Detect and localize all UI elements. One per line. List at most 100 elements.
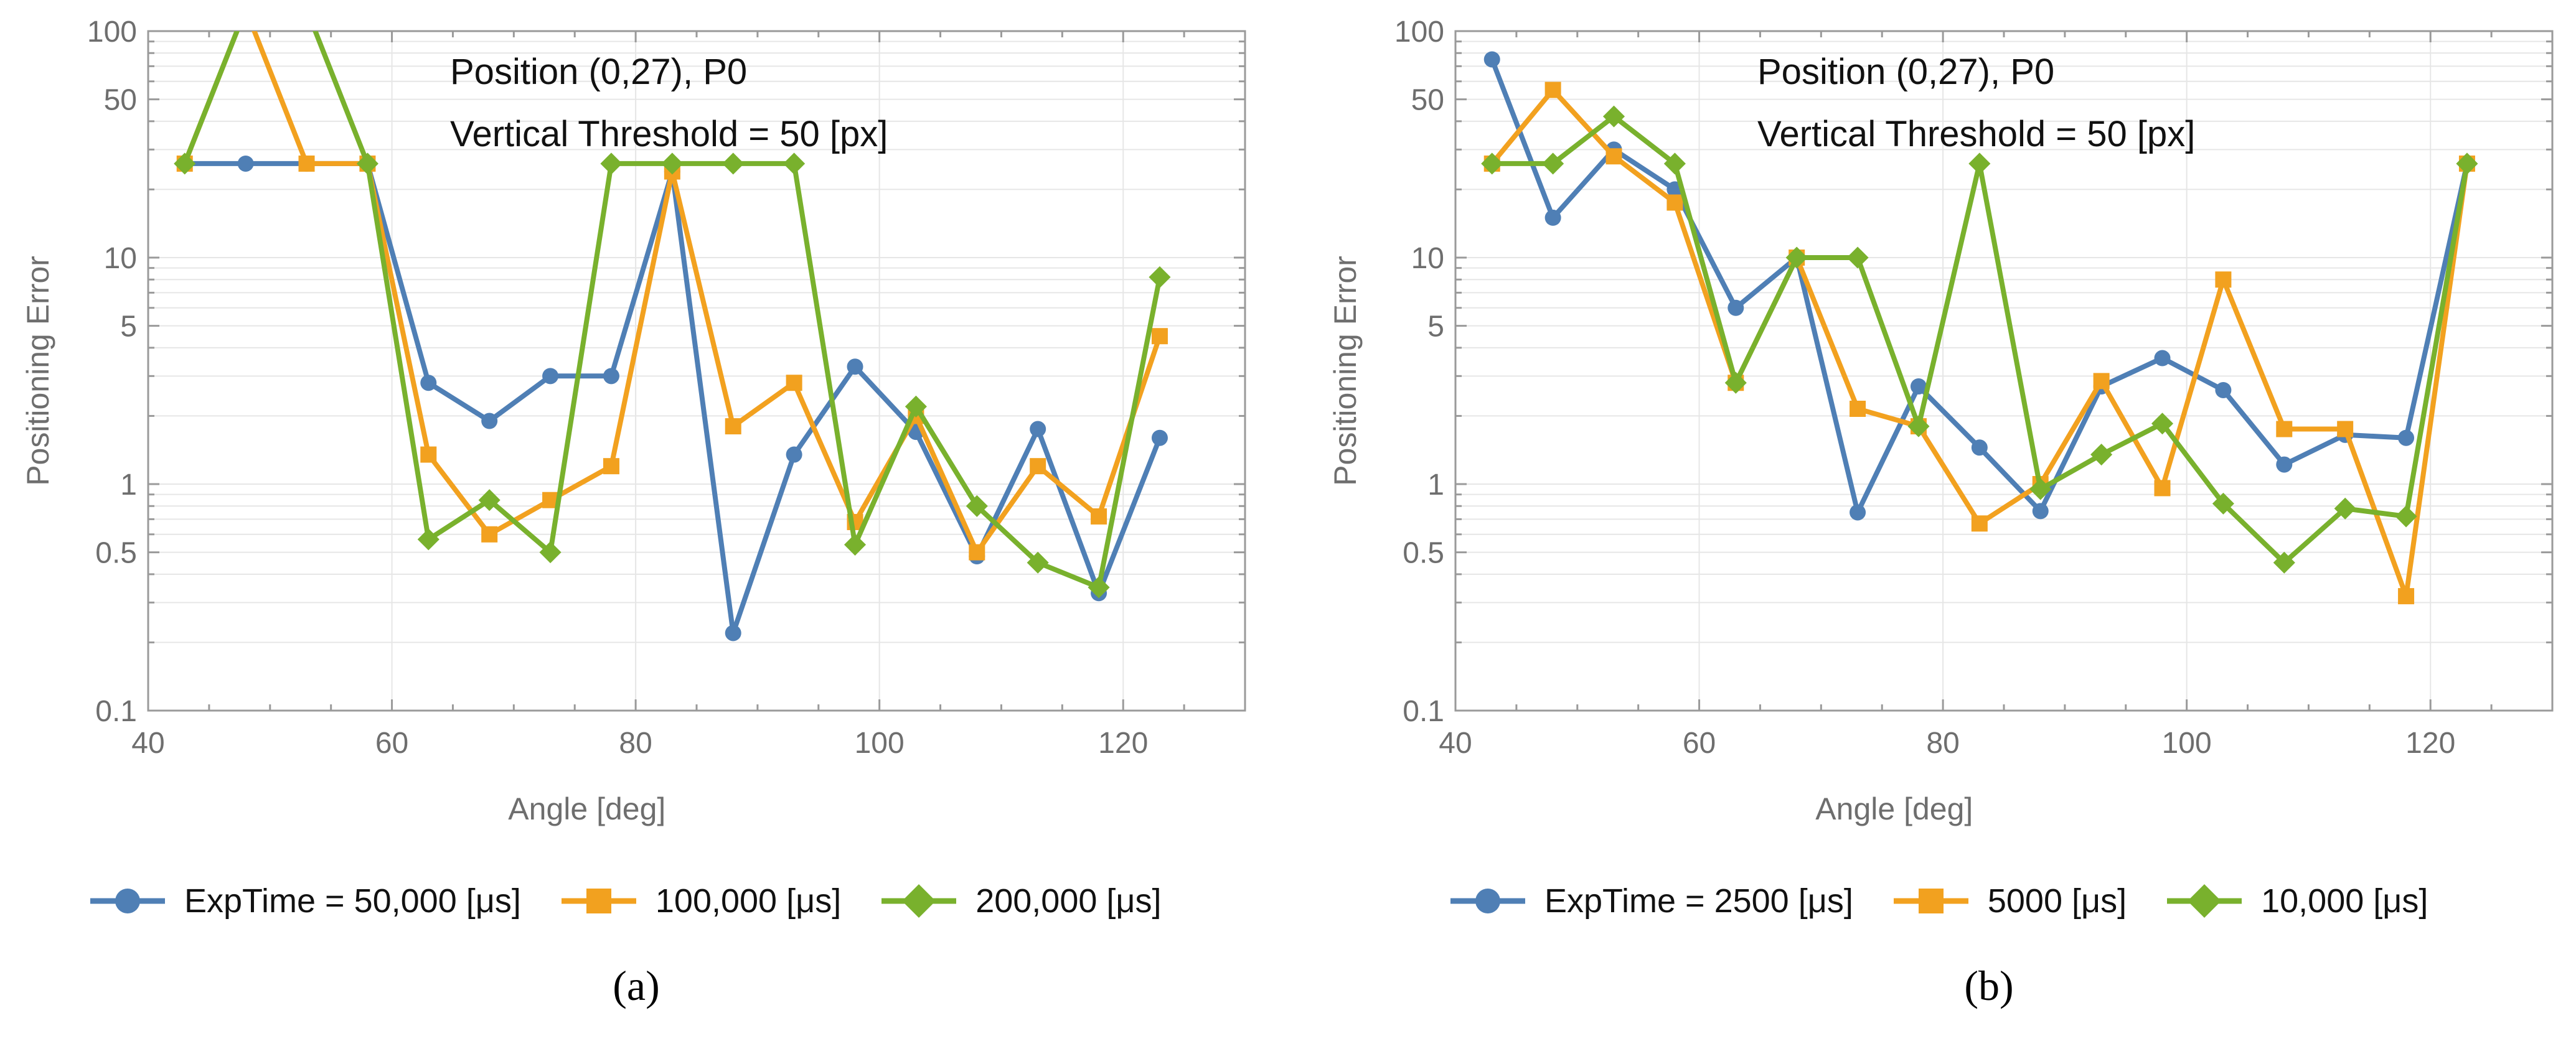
data-point — [2093, 373, 2110, 390]
legend-swatch — [561, 889, 636, 913]
legend-swatch — [1893, 889, 1968, 913]
annotation-text: Position (0,27), P0 — [450, 52, 747, 92]
y-tick-label: 50 — [1411, 84, 1444, 117]
data-point — [1151, 429, 1168, 446]
data-point — [2273, 551, 2295, 574]
panel-caption-b: (b) — [1964, 962, 2014, 1009]
data-point — [725, 625, 741, 642]
annotation-text: Vertical Threshold = 50 [px] — [450, 114, 888, 154]
grid-a — [148, 31, 1245, 711]
data-point — [417, 528, 440, 551]
data-point — [1850, 400, 1866, 417]
x-tick-label: 80 — [1926, 727, 1959, 760]
legend-marker — [2188, 884, 2222, 918]
legend-swatch — [1450, 889, 1525, 913]
annotation-text: Vertical Threshold = 50 [px] — [1757, 114, 2195, 154]
data-point — [542, 368, 559, 385]
data-point — [1968, 152, 1991, 175]
data-point — [2212, 492, 2234, 515]
data-point — [1091, 508, 1107, 525]
x-tick-label: 80 — [619, 727, 652, 760]
panel-caption-a: (a) — [613, 962, 660, 1009]
series-line — [182, 161, 1162, 636]
data-point — [1030, 421, 1046, 437]
data-point — [235, 0, 256, 20]
legend-item: ExpTime = 2500 [μs] — [1447, 882, 1853, 920]
y-tick-label: 10 — [104, 242, 137, 275]
legend-label: ExpTime = 2500 [μs] — [1544, 882, 1853, 920]
data-point — [1846, 246, 1869, 269]
data-point — [1542, 152, 1564, 175]
data-point — [420, 446, 437, 463]
data-point — [1728, 299, 1744, 316]
legend-label: ExpTime = 50,000 [μs] — [184, 882, 521, 920]
y-tick-label: 0.5 — [95, 537, 137, 570]
data-point — [478, 489, 501, 511]
y-tick-label: 5 — [120, 310, 137, 343]
x-tick-label: 60 — [375, 727, 408, 760]
data-point — [2154, 480, 2171, 497]
legend-swatch — [881, 884, 957, 918]
plot-area-a — [174, 0, 1171, 642]
y-tick-label: 100 — [1394, 16, 1444, 49]
data-point — [1907, 415, 1930, 437]
data-point — [1910, 378, 1927, 394]
chart-panel-a: 40 60 80 100 120 0.1 0.5 1 5 10 50 100 Angle [deg] Po… — [21, 0, 1246, 826]
data-point — [2154, 350, 2171, 366]
data-point — [2276, 456, 2293, 473]
y-tick-label: 100 — [87, 16, 137, 49]
legend-item: ExpTime = 50,000 [μs] — [87, 882, 521, 920]
data-point — [1544, 82, 1561, 98]
data-point — [969, 544, 985, 561]
data-point — [1544, 209, 1561, 226]
legend-marker — [1475, 889, 1500, 913]
data-point — [847, 358, 863, 375]
x-tick-label: 100 — [855, 727, 905, 760]
data-point — [603, 368, 619, 385]
data-point — [2029, 478, 2052, 500]
data-point — [298, 155, 315, 172]
data-point — [2334, 497, 2356, 520]
data-point — [1602, 105, 1625, 128]
data-point — [2456, 152, 2478, 175]
data-point — [661, 152, 684, 175]
x-tick-label: 120 — [1098, 727, 1148, 760]
data-point — [1149, 266, 1171, 288]
data-point — [786, 446, 802, 463]
data-point — [1483, 51, 1500, 68]
data-point — [1724, 371, 1747, 394]
data-point — [174, 152, 196, 175]
data-point — [1151, 328, 1168, 345]
x-axis-title: Angle [deg] — [508, 791, 665, 826]
data-point — [966, 495, 988, 517]
data-point — [356, 152, 378, 175]
data-point — [600, 152, 623, 175]
data-point — [722, 152, 745, 175]
data-point — [2032, 503, 2049, 520]
y-tick-label: 1 — [120, 469, 137, 502]
data-point — [481, 526, 498, 543]
data-point — [2090, 444, 2113, 466]
x-tick-label: 60 — [1683, 727, 1716, 760]
y-tick-label: 10 — [1411, 242, 1444, 275]
data-point — [2151, 413, 2174, 435]
x-tick-label: 100 — [2162, 727, 2212, 760]
data-point — [1971, 439, 1988, 456]
grid-b — [1455, 31, 2552, 711]
y-tick-label: 1 — [1427, 469, 1444, 502]
data-point — [1850, 504, 1866, 521]
x-tick-label: 40 — [131, 727, 164, 760]
legend-a: ExpTime = 50,000 [μs] 100,000 [μs] 200,000… — [87, 876, 1199, 926]
legend-item: 200,000 [μs] — [878, 882, 1162, 920]
data-point — [1088, 576, 1110, 599]
legend-item: 5000 [μs] — [1891, 882, 2127, 920]
data-point — [1663, 152, 1686, 175]
legend-b: ExpTime = 2500 [μs] 5000 [μs] 10,000 [μs] — [1447, 876, 2465, 926]
y-tick-label: 50 — [104, 84, 137, 117]
y-tick-label: 0.1 — [1403, 695, 1444, 728]
legend-label: 100,000 [μs] — [655, 882, 842, 920]
data-point — [1785, 246, 1808, 269]
y-axis-title: Positioning Error — [21, 256, 55, 486]
